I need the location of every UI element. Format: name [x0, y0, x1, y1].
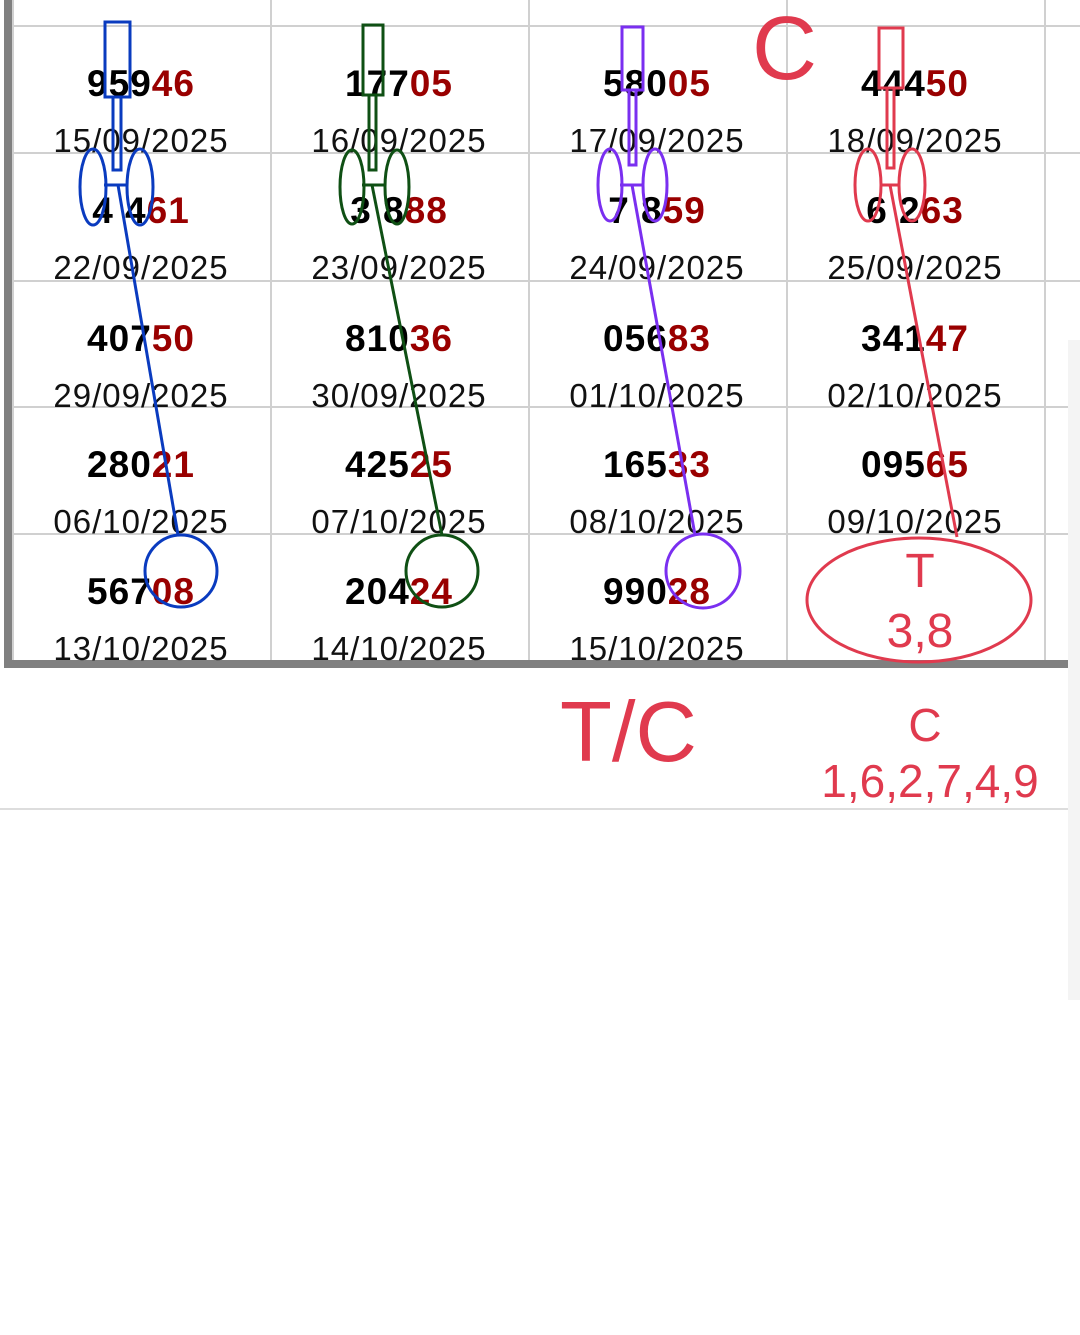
result-date: 29/09/2025 — [53, 377, 229, 414]
number-head: 990 — [603, 571, 668, 612]
grid-line — [270, 0, 272, 660]
c-values: 1,6,2,7,4,9 — [821, 755, 1039, 807]
result-number: 28021 — [12, 444, 270, 486]
result-date: 30/09/2025 — [311, 377, 487, 414]
table-cell: 99028 15/10/2025 — [528, 533, 786, 667]
table-border-left — [4, 0, 12, 668]
table-cell: 28021 06/10/2025 — [12, 406, 270, 540]
number-tail: 88 — [404, 190, 448, 231]
number-tail: 21 — [151, 444, 195, 485]
number-tail: 83 — [667, 318, 711, 359]
green-annotation — [338, 23, 480, 609]
number-head: 567 — [87, 571, 152, 612]
result-number: 81036 — [270, 318, 528, 360]
divider — [0, 808, 1080, 810]
number-head: 407 — [87, 318, 152, 359]
grid-line — [12, 406, 1080, 408]
number-tail: 50 — [925, 63, 969, 104]
grid-line — [1044, 0, 1046, 660]
t-label: T — [905, 545, 935, 598]
table-cell: 34147 02/10/2025 — [786, 280, 1044, 414]
number-tail: 05 — [667, 63, 711, 104]
tc-label: T/C — [560, 685, 697, 780]
table-cell: 20424 14/10/2025 — [270, 533, 528, 667]
table-cell: 81036 30/09/2025 — [270, 280, 528, 414]
number-head: 204 — [345, 571, 410, 612]
grid-line — [12, 533, 1080, 535]
number-tail: 05 — [409, 63, 453, 104]
result-date: 25/09/2025 — [827, 249, 1003, 286]
result-date: 02/10/2025 — [827, 377, 1003, 414]
result-date: 22/09/2025 — [53, 249, 229, 286]
result-number: 17705 — [270, 63, 528, 105]
blue-annotation — [78, 20, 219, 609]
number-head: 341 — [861, 318, 926, 359]
number-tail: 36 — [409, 318, 453, 359]
result-date: 15/09/2025 — [53, 122, 229, 159]
table-cell: 05683 01/10/2025 — [528, 280, 786, 414]
table-cell: 44450 18/09/2025 — [786, 25, 1044, 159]
table-cell: 09565 09/10/2025 — [786, 406, 1044, 540]
number-head: 165 — [603, 444, 668, 485]
red-annotation — [805, 26, 1033, 664]
grid-line — [528, 0, 530, 660]
table-cell: 58005 17/09/2025 — [528, 25, 786, 159]
table-cell: 16533 08/10/2025 — [528, 406, 786, 540]
number-tail: 50 — [151, 318, 195, 359]
number-tail: 59 — [662, 190, 706, 231]
number-head: 425 — [345, 444, 410, 485]
result-number: 09565 — [786, 444, 1044, 486]
result-date: 13/10/2025 — [53, 630, 229, 667]
result-date: 23/09/2025 — [311, 249, 487, 286]
result-number: 42525 — [270, 444, 528, 486]
grid-line — [12, 0, 14, 660]
number-head: 280 — [87, 444, 152, 485]
number-head: 810 — [345, 318, 410, 359]
result-date: 06/10/2025 — [53, 503, 229, 540]
right-edge-strip — [1068, 340, 1080, 1000]
result-date: 15/10/2025 — [569, 630, 745, 667]
table-cell: 95946 15/09/2025 — [12, 25, 270, 159]
number-head: 095 — [861, 444, 926, 485]
number-tail: 47 — [925, 318, 969, 359]
grid-line — [12, 152, 1080, 154]
grid-line — [12, 25, 1080, 27]
annotation-layer — [78, 20, 1033, 664]
result-number: 99028 — [528, 571, 786, 613]
result-number: 16533 — [528, 444, 786, 486]
t-values: 3,8 — [886, 605, 954, 658]
table-cell: 7 859 24/09/2025 — [528, 152, 786, 286]
big-c-label: C — [752, 0, 817, 99]
table-border-bottom — [4, 660, 1080, 668]
result-number: 05683 — [528, 318, 786, 360]
table-cell: 4 461 22/09/2025 — [12, 152, 270, 286]
result-date: 16/09/2025 — [311, 122, 487, 159]
result-date: 18/09/2025 — [827, 122, 1003, 159]
table-cell: 40750 29/09/2025 — [12, 280, 270, 414]
results-table: 95946 15/09/2025 17705 16/09/2025 58005 17/09… — [4, 0, 1080, 668]
table-cell: 3 888 23/09/2025 — [270, 152, 528, 286]
grid-line — [786, 0, 788, 660]
table-cell: 17705 16/09/2025 — [270, 25, 528, 159]
number-tail: 63 — [920, 190, 964, 231]
grid-line — [12, 280, 1080, 282]
number-tail: 33 — [667, 444, 711, 485]
result-date: 09/10/2025 — [827, 503, 1003, 540]
result-date: 07/10/2025 — [311, 503, 487, 540]
c-label: C — [908, 699, 942, 751]
table-cell: 42525 07/10/2025 — [270, 406, 528, 540]
purple-annotation — [596, 25, 742, 610]
result-number: 34147 — [786, 318, 1044, 360]
result-date: 08/10/2025 — [569, 503, 745, 540]
result-date: 01/10/2025 — [569, 377, 745, 414]
result-date: 24/09/2025 — [569, 249, 745, 286]
table-cell: 6 263 25/09/2025 — [786, 152, 1044, 286]
result-number: 40750 — [12, 318, 270, 360]
result-date: 14/10/2025 — [311, 630, 487, 667]
result-number: 6 263 — [786, 190, 1044, 232]
result-date: 17/09/2025 — [569, 122, 745, 159]
number-tail: 46 — [151, 63, 195, 104]
